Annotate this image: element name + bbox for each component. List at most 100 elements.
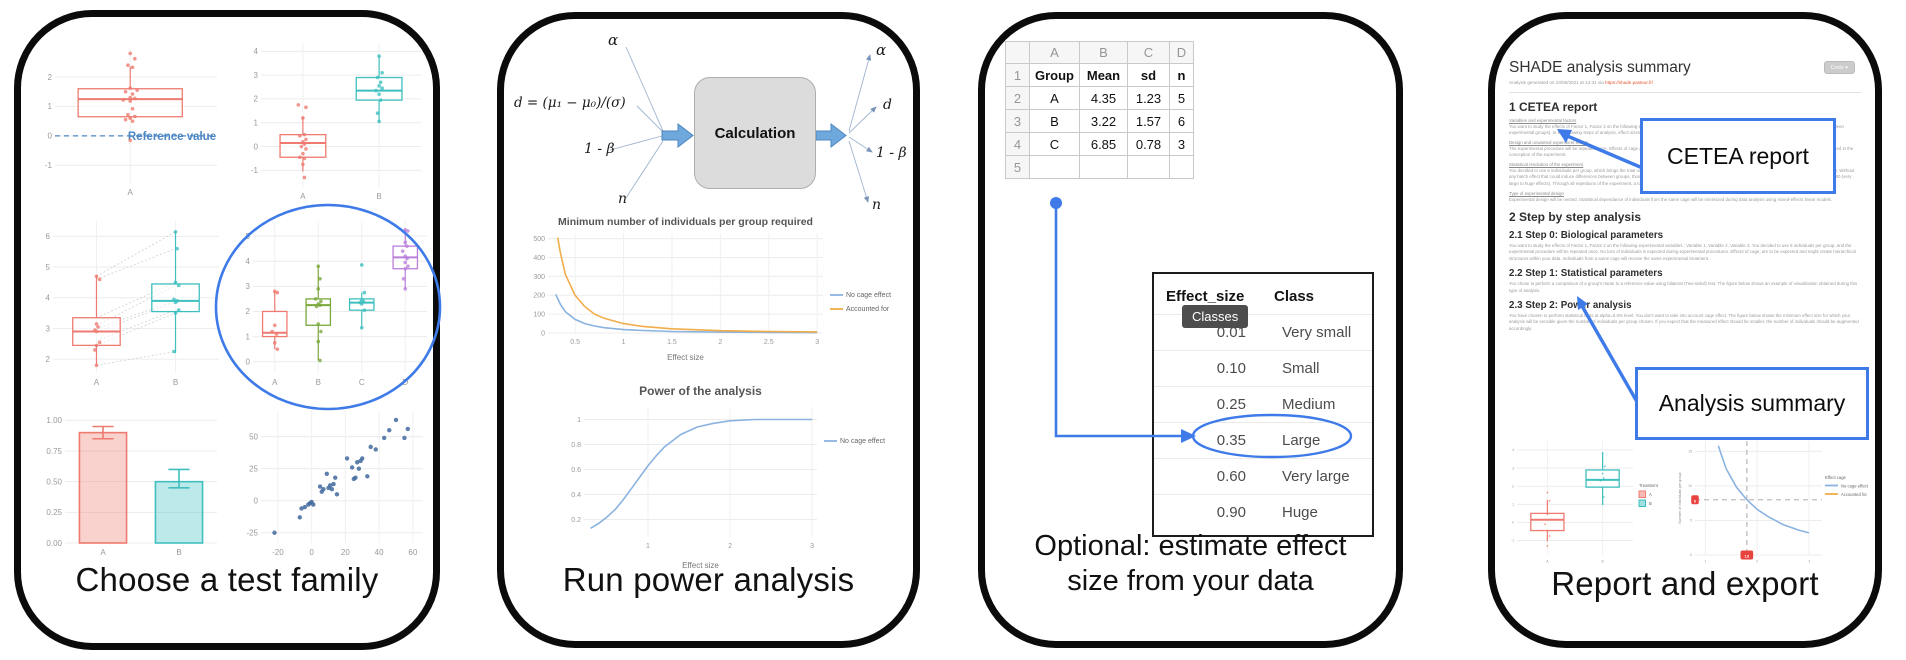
svg-text:Effect size: Effect size (682, 561, 719, 570)
shade-link[interactable]: https://shade.pasteur.fr/ (1605, 80, 1654, 85)
sheet-cell (1079, 155, 1128, 179)
doc-heading: 2.2 Step 1: Statistical parameters (1509, 268, 1663, 280)
svg-text:0.8: 0.8 (571, 442, 581, 449)
panel3-caption: Optional: estimate effect size from your… (1034, 530, 1347, 598)
chart-scatter-correlation: -25 0 25 50 -20 0 20 40 60 (231, 403, 431, 561)
svg-text:0.5: 0.5 (570, 339, 580, 346)
sheet-cell: 3.22 (1079, 109, 1128, 133)
svg-text:1: 1 (246, 332, 251, 341)
svg-text:Treatment: Treatment (1639, 483, 1659, 488)
sheet-cell: 6 (1169, 109, 1194, 133)
svg-text:0: 0 (254, 142, 259, 151)
sheet-cell (1127, 155, 1170, 179)
effect-table-row: 0.01 Very small (1154, 314, 1372, 350)
doc-heading: 1 CETEA report (1509, 100, 1598, 114)
svg-text:2: 2 (246, 307, 251, 316)
svg-text:0: 0 (1690, 553, 1692, 557)
svg-text:Effect cage: Effect cage (1825, 475, 1847, 480)
input-n-label: n (618, 191, 628, 207)
svg-text:-25: -25 (246, 529, 258, 538)
panel1-caption: Choose a test family (75, 561, 379, 598)
svg-text:0.2: 0.2 (571, 517, 581, 524)
chart-min-individuals: 0 100 200 300 400 500 0.5 1 1.5 2 2.5 3 Minimum numb… (510, 215, 918, 363)
classes-tooltip: Classes (1182, 305, 1249, 328)
svg-text:2: 2 (48, 73, 53, 82)
doc-subheading: Statistical resolution of the experiment (1509, 162, 1584, 167)
svg-text:100: 100 (533, 312, 545, 319)
svg-text:0: 0 (1512, 521, 1514, 525)
code-dropdown-button[interactable]: Code ▾ (1823, 61, 1855, 74)
svg-text:1: 1 (622, 339, 626, 346)
svg-text:60: 60 (408, 548, 417, 557)
svg-text:25: 25 (249, 464, 258, 473)
svg-text:A: A (128, 188, 134, 197)
cetea-report-callout: CETEA report (1640, 118, 1836, 194)
svg-text:15: 15 (1688, 450, 1692, 454)
svg-text:B: B (1601, 559, 1604, 563)
svg-text:0.4: 0.4 (571, 492, 581, 499)
svg-text:1.8: 1.8 (1744, 555, 1749, 559)
sheet-cell: n (1169, 63, 1194, 87)
sheet-row-header: 3 (1005, 109, 1030, 133)
svg-text:2.5: 2.5 (764, 339, 774, 346)
svg-text:D: D (402, 378, 408, 387)
svg-text:3: 3 (254, 71, 259, 80)
input-formula-label: d = (μ₁ − μ₀)/(σ) (514, 95, 626, 111)
sheet-cell: 1.57 (1127, 109, 1170, 133)
svg-text:A: A (300, 192, 306, 201)
svg-text:2: 2 (1512, 484, 1514, 488)
svg-text:3: 3 (1512, 466, 1514, 470)
calculation-box: Calculation (694, 77, 816, 189)
svg-text:B: B (176, 548, 181, 557)
svg-text:4: 4 (254, 47, 259, 56)
svg-text:Effect size: Effect size (667, 353, 704, 362)
svg-text:2: 2 (1756, 559, 1758, 563)
doc-paragraph: You have chosen to perform statistical t… (1509, 312, 1859, 331)
doc-paragraph: You want to study the effects of Factor … (1509, 243, 1856, 261)
svg-text:-1: -1 (45, 161, 53, 170)
doc-subheading: Design and unwanted experiment effects (1509, 139, 1589, 145)
svg-text:1: 1 (1512, 503, 1514, 507)
svg-text:0.25: 0.25 (46, 508, 62, 517)
spreadsheet-table: A B C D 1 Group Mean sd n 2 A 4.35 1.23 5 3 B 3.22 1.57 6 4… (1005, 41, 1194, 179)
svg-text:A: A (272, 378, 278, 387)
report-boxplot-figure: -1 0 1 2 3 4 A B Treatment A B (1503, 435, 1675, 567)
svg-text:1.5: 1.5 (667, 339, 677, 346)
sheet-cell: 1.23 (1127, 86, 1170, 110)
doc-heading: 2 Step by step analysis (1509, 210, 1642, 224)
svg-text:-1: -1 (251, 166, 259, 175)
svg-text:40: 40 (375, 548, 384, 557)
svg-text:1: 1 (646, 543, 650, 550)
svg-text:500: 500 (533, 236, 545, 243)
svg-text:400: 400 (533, 255, 545, 262)
effect-table-row: 0.60 Very large (1154, 458, 1372, 494)
sheet-cell: 4.35 (1079, 86, 1128, 110)
effect-table-row: 0.25 Medium (1154, 386, 1372, 422)
input-arrow-icon (661, 122, 694, 149)
svg-text:Number of individuals per grou: Number of individuals per group (1678, 473, 1682, 524)
svg-text:0.6: 0.6 (571, 467, 581, 474)
doc-subheading: Variables and experimental factors (1509, 117, 1577, 123)
svg-text:4: 4 (246, 257, 251, 266)
sheet-row-header: 2 (1005, 86, 1030, 110)
sheet-column-header: D (1169, 41, 1194, 64)
output-d-label: d (883, 97, 892, 113)
svg-text:Accounted for: Accounted for (846, 306, 890, 313)
svg-text:0.50: 0.50 (46, 477, 62, 486)
sheet-row-header: 5 (1005, 155, 1030, 179)
svg-text:3: 3 (246, 282, 251, 291)
chart-power-curve: 0.2 0.4 0.6 0.8 1 1 2 3 Power of the analysis Eff… (552, 379, 912, 571)
report-subtitle: Analysis generated on 23/06/2021 at 14:3… (1509, 80, 1654, 85)
svg-text:No cage effect: No cage effect (840, 438, 885, 445)
sheet-cell: Mean (1079, 63, 1128, 87)
sheet-cell: C (1029, 132, 1080, 156)
sheet-column-header: B (1079, 41, 1128, 64)
svg-text:8: 8 (1694, 499, 1696, 503)
svg-text:3: 3 (810, 543, 814, 550)
svg-text:B: B (316, 378, 321, 387)
sheet-cell: Group (1029, 63, 1080, 87)
svg-text:0.00: 0.00 (46, 539, 62, 548)
divider (1509, 92, 1861, 93)
chart-paired-boxplot: 2 3 4 5 6 A B (29, 213, 225, 391)
